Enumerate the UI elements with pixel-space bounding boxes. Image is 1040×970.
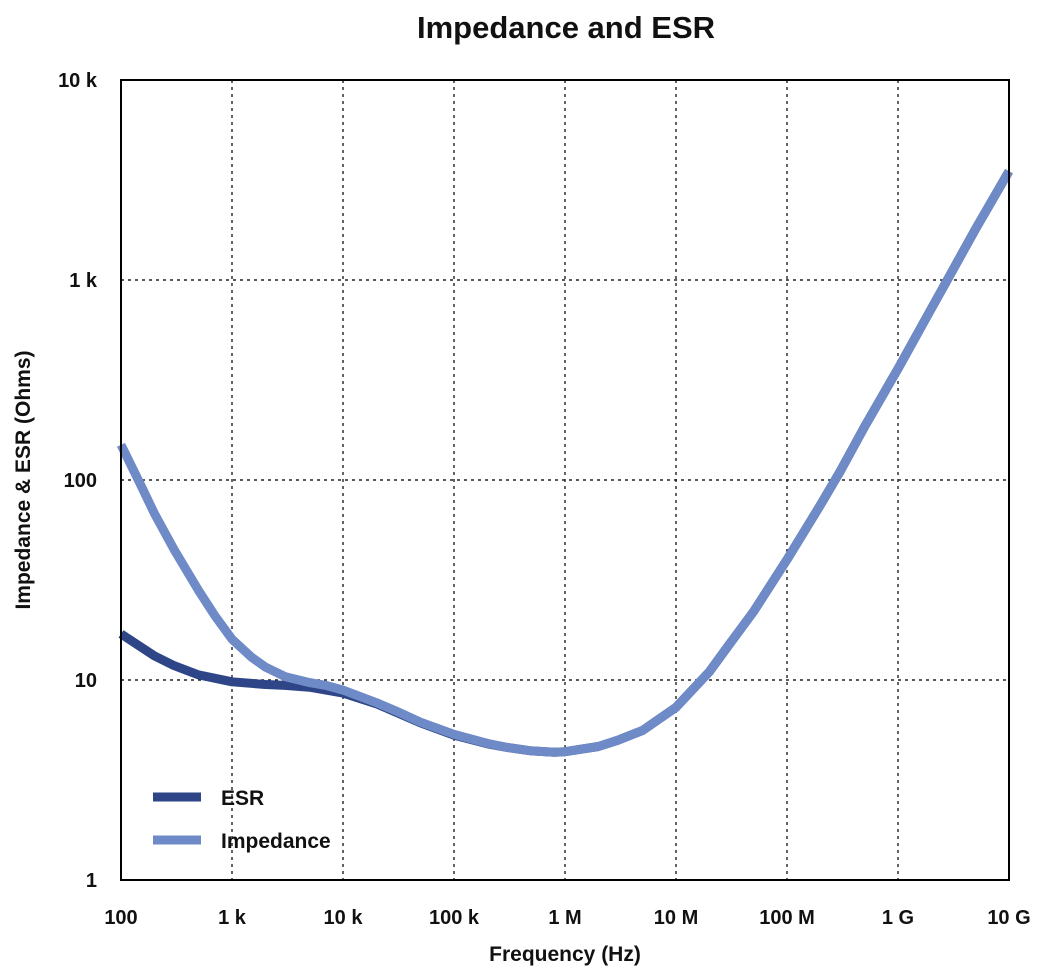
y-tick-label: 1 — [86, 870, 97, 892]
series-line-impedance — [116, 168, 1013, 757]
x-tick-label: 100 — [104, 907, 137, 929]
plot-frame — [120, 79, 1010, 881]
y-tick-label: 10 k — [58, 70, 98, 92]
x-tick-label: 1 k — [218, 907, 247, 929]
y-axis-label: Impedance & ESR (Ohms) — [12, 350, 35, 609]
legend: ESR Impedance — [153, 787, 331, 853]
x-tick-label: 100 k — [429, 907, 480, 929]
x-tick-labels: 100 1 k 10 k 100 k 1 M 10 M 100 M 1 G 10 G — [104, 907, 1030, 929]
y-tick-label: 10 — [75, 670, 97, 692]
y-tick-label: 1 k — [69, 270, 98, 292]
series-line-esr — [118, 168, 1013, 757]
grid — [121, 80, 1009, 880]
x-tick-label: 10 M — [654, 907, 698, 929]
legend-label-esr: ESR — [221, 787, 264, 810]
y-tick-labels: 1 10 100 1 k 10 k — [58, 70, 98, 892]
x-axis-label: Frequency (Hz) — [489, 943, 641, 966]
y-tick-label: 100 — [64, 470, 97, 492]
x-tick-label: 10 k — [324, 907, 364, 929]
x-tick-label: 10 G — [987, 907, 1030, 929]
x-tick-label: 1 M — [548, 907, 581, 929]
series-layer — [116, 168, 1013, 757]
x-tick-label: 100 M — [759, 907, 815, 929]
x-tick-label: 1 G — [882, 907, 914, 929]
chart-title: Impedance and ESR — [417, 10, 715, 45]
legend-label-impedance: Impedance — [221, 830, 331, 853]
